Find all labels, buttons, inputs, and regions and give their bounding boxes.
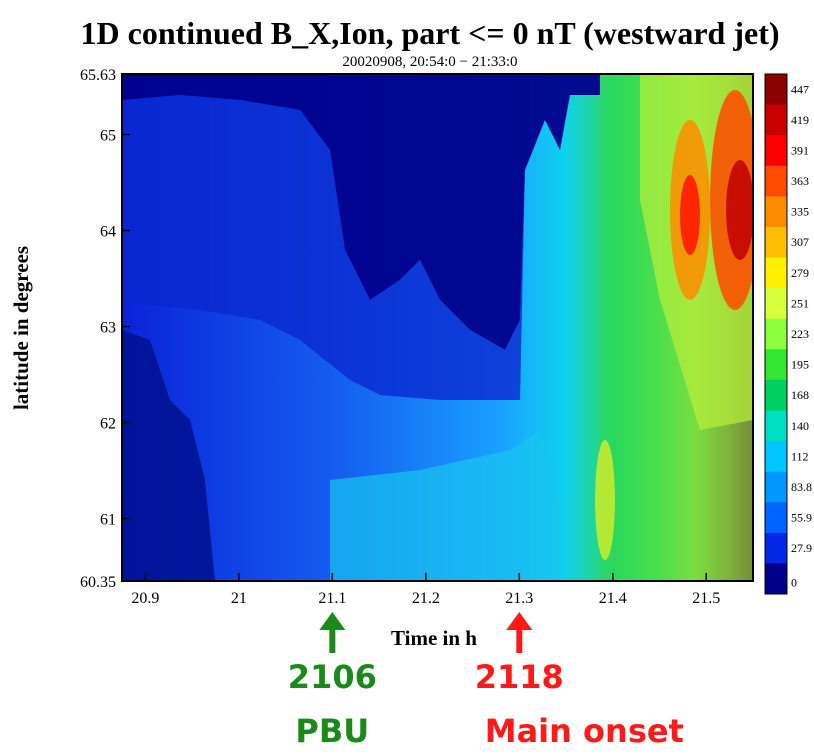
main-onset-annotation: 2118 Main onset — [475, 612, 684, 750]
chart-title: 1D continued B_X,Ion, part <= 0 nT (west… — [81, 15, 780, 51]
colorbar-label: 363 — [791, 174, 809, 188]
annotations: 2106 PBU 2118 Main onset — [288, 612, 684, 750]
colorbar-swatch — [765, 257, 787, 289]
colorbar-label: 0 — [791, 576, 797, 590]
colorbar-swatch — [765, 196, 787, 228]
heatmap-field — [122, 74, 753, 581]
y-tick-label: 61 — [100, 512, 116, 529]
colorbar-swatch — [765, 379, 787, 411]
colorbar: 447 419 391 363 335 307 279 251 223 195 168 140 112 8… — [764, 73, 812, 595]
y-axis-ticks: 65.63 65 64 63 62 61 60.35 — [80, 67, 130, 591]
x-tick-label: 21.4 — [599, 590, 627, 607]
x-tick-label: 20.9 — [131, 590, 159, 607]
colorbar-label: 140 — [791, 419, 809, 433]
y-tick-label: 64 — [100, 224, 116, 241]
colorbar-swatch — [765, 104, 787, 136]
chart-subtitle: 20020908, 20:54:0 − 21:33:0 — [342, 54, 517, 70]
x-axis-ticks: 20.9 21 21.1 21.2 21.3 21.4 21.5 — [131, 573, 720, 607]
colorbar-swatch — [765, 471, 787, 503]
colorbar-label: 279 — [791, 266, 809, 280]
pbu-arrow-shaft — [329, 627, 336, 653]
pbu-arrow-head — [319, 612, 346, 630]
pbu-annotation: 2106 PBU — [288, 612, 377, 750]
x-tick-label: 21.3 — [505, 590, 533, 607]
x-tick-label: 21.5 — [692, 590, 720, 607]
colorbar-swatch — [765, 226, 787, 259]
colorbar-label: 27.9 — [791, 541, 812, 555]
colorbar-label: 251 — [791, 296, 809, 310]
colorbar-frame — [764, 73, 788, 595]
colorbar-label: 447 — [791, 82, 809, 96]
x-tick-label: 21.2 — [412, 590, 440, 607]
colorbar-swatch — [765, 502, 787, 534]
x-tick-label: 21 — [231, 590, 247, 607]
colorbar-label: 83.8 — [791, 480, 812, 494]
colorbar-swatch — [765, 441, 787, 473]
colorbar-swatch — [765, 74, 787, 106]
x-tick-label: 21.1 — [318, 590, 346, 607]
colorbar-swatch — [765, 135, 787, 167]
colorbar-label: 307 — [791, 235, 809, 249]
colorbar-swatch — [765, 165, 787, 197]
colorbar-swatch — [765, 410, 787, 442]
main-onset-event-label: Main onset — [485, 712, 684, 750]
y-tick-label: 63 — [100, 320, 116, 337]
x-axis-label: Time in h — [391, 626, 477, 650]
plot-frame — [121, 73, 754, 582]
colorbar-label: 112 — [791, 449, 809, 463]
colorbar-label: 419 — [791, 113, 809, 127]
y-tick-label: 60.35 — [80, 574, 116, 591]
y-axis-label: latitude in degrees — [9, 246, 33, 410]
colorbar-label: 223 — [791, 327, 809, 341]
pbu-time-label: 2106 — [288, 658, 377, 696]
main-onset-arrow-head — [506, 612, 533, 630]
y-tick-label: 62 — [100, 416, 116, 433]
y-tick-label: 65 — [100, 127, 116, 144]
pbu-event-label: PBU — [295, 712, 369, 750]
colorbar-label: 168 — [791, 388, 809, 402]
colorbar-swatch — [765, 532, 787, 564]
colorbar-label: 55.9 — [791, 511, 812, 525]
main-onset-arrow-shaft — [516, 627, 523, 653]
colorbar-swatch — [765, 563, 787, 595]
colorbar-label: 391 — [791, 143, 809, 157]
colorbar-label: 195 — [791, 358, 809, 372]
colorbar-swatch — [765, 318, 787, 350]
colorbar-swatch — [765, 288, 787, 320]
main-onset-time-label: 2118 — [475, 658, 564, 696]
colorbar-label: 335 — [791, 205, 809, 219]
y-tick-label: 65.63 — [80, 67, 116, 84]
colorbar-swatch — [765, 349, 787, 381]
